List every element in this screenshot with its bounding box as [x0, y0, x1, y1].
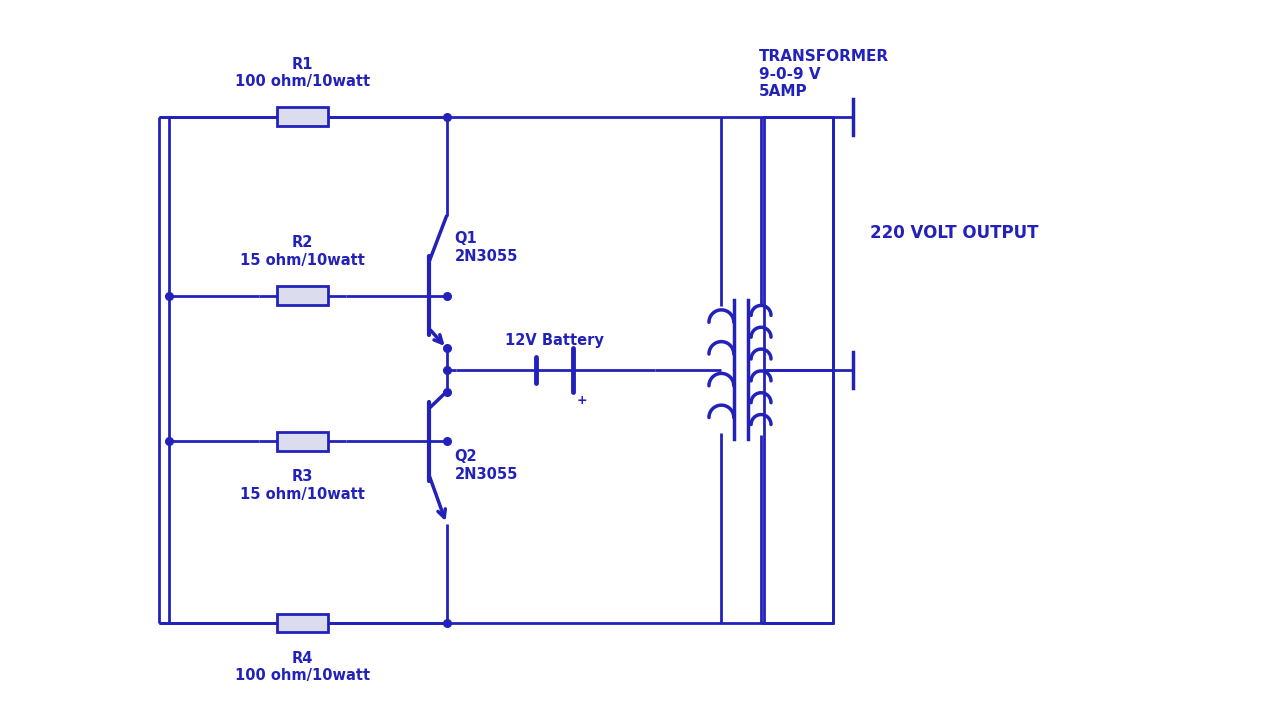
- Bar: [764, 117, 833, 370]
- Text: TRANSFORMER
9-0-9 V
5AMP: TRANSFORMER 9-0-9 V 5AMP: [759, 49, 890, 99]
- Text: R2
15 ohm/10watt: R2 15 ohm/10watt: [241, 235, 365, 268]
- Text: R3
15 ohm/10watt: R3 15 ohm/10watt: [241, 469, 365, 502]
- Bar: [276, 286, 329, 305]
- Text: Q1
2N3055: Q1 2N3055: [454, 231, 518, 264]
- Text: 12V Battery: 12V Battery: [504, 333, 604, 348]
- Text: +: +: [576, 394, 588, 407]
- Text: Q2
2N3055: Q2 2N3055: [454, 449, 518, 482]
- Bar: [276, 107, 329, 126]
- Text: 220 VOLT OUTPUT: 220 VOLT OUTPUT: [870, 225, 1038, 243]
- Text: R4
100 ohm/10watt: R4 100 ohm/10watt: [236, 651, 370, 683]
- Bar: [764, 370, 833, 623]
- Bar: [276, 432, 329, 451]
- Text: R1
100 ohm/10watt: R1 100 ohm/10watt: [236, 57, 370, 89]
- Bar: [276, 613, 329, 632]
